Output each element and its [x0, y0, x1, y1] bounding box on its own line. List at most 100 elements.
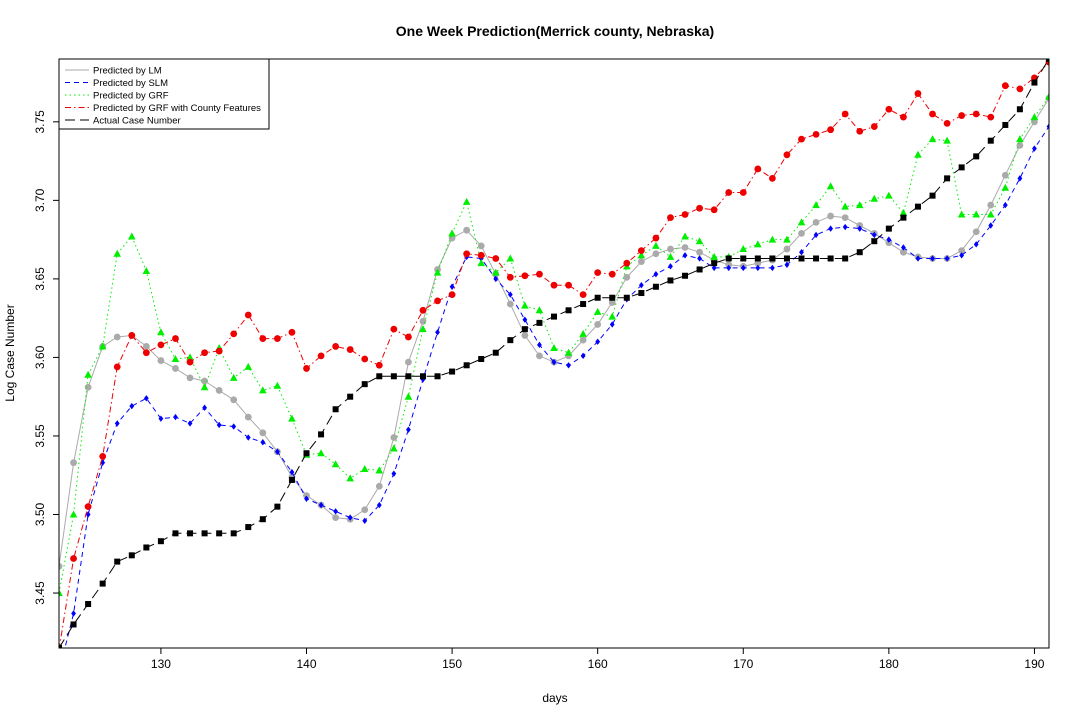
data-point	[1030, 113, 1039, 121]
data-point	[434, 373, 441, 380]
data-point	[652, 250, 660, 258]
x-tick-label: 130	[151, 657, 171, 671]
data-point	[404, 392, 413, 400]
data-point	[419, 325, 427, 333]
data-point	[303, 450, 310, 457]
data-point	[696, 204, 703, 212]
y-tick-label: 3.55	[33, 424, 47, 448]
data-point	[142, 343, 150, 350]
data-point	[493, 275, 499, 283]
data-point	[682, 252, 688, 259]
series-line-0	[59, 98, 1049, 567]
data-point	[958, 164, 965, 171]
data-point	[173, 413, 178, 421]
data-point	[564, 348, 573, 356]
data-point	[536, 352, 543, 360]
data-point	[157, 328, 165, 336]
data-point	[580, 352, 586, 360]
data-point	[986, 210, 995, 218]
data-point	[813, 231, 819, 239]
data-point	[812, 201, 820, 209]
data-point	[59, 645, 62, 648]
data-point	[273, 381, 282, 389]
data-point	[535, 306, 544, 314]
y-axis-label: Log Case Number	[3, 304, 17, 401]
data-point	[768, 174, 776, 182]
data-point	[1016, 106, 1023, 113]
y-axis: 3.45 3.50 3.55 3.60 3.65 3.70 3.75	[33, 110, 59, 605]
data-point	[288, 328, 296, 336]
data-point	[855, 201, 864, 209]
data-point	[768, 235, 777, 243]
data-point	[1001, 171, 1009, 179]
data-point	[317, 352, 325, 360]
y-tick-label: 3.65	[33, 267, 47, 291]
data-point	[477, 251, 485, 259]
data-point	[1031, 79, 1038, 86]
data-point	[826, 182, 835, 190]
data-point	[929, 110, 936, 118]
legend-box	[58, 58, 270, 130]
data-point	[754, 255, 761, 262]
data-point	[59, 562, 63, 570]
data-point	[245, 524, 252, 531]
data-point	[216, 421, 222, 429]
data-point	[84, 383, 92, 391]
data-point	[202, 404, 207, 411]
data-point	[157, 341, 165, 349]
plot-frame	[58, 58, 1050, 649]
data-point	[376, 501, 382, 509]
y-tick-label: 3.75	[33, 110, 47, 134]
data-point	[681, 244, 689, 251]
data-point	[347, 514, 353, 521]
data-point	[200, 383, 209, 391]
data-point	[522, 316, 528, 323]
data-point	[726, 264, 732, 272]
data-point	[696, 248, 703, 256]
data-point	[594, 294, 601, 301]
data-point	[521, 326, 528, 333]
data-point	[595, 338, 601, 345]
data-point	[317, 449, 325, 457]
series-2	[59, 92, 1049, 597]
data-point	[186, 374, 194, 382]
data-point	[550, 344, 558, 352]
data-point	[987, 201, 995, 209]
data-point	[783, 245, 791, 253]
data-point	[914, 150, 922, 158]
data-point	[274, 503, 281, 510]
data-point	[507, 337, 514, 344]
x-tick-label: 190	[1024, 657, 1044, 671]
data-point	[143, 395, 149, 402]
data-point	[886, 236, 892, 243]
data-point	[667, 214, 674, 222]
data-point	[638, 281, 644, 289]
data-point	[114, 420, 120, 427]
data-point	[769, 264, 775, 272]
data-point	[711, 260, 718, 267]
data-point	[478, 355, 485, 362]
data-point	[492, 255, 500, 262]
data-point	[668, 263, 673, 270]
data-point	[142, 267, 151, 275]
data-point	[201, 530, 208, 537]
data-point	[157, 538, 164, 545]
data-point	[288, 414, 296, 422]
data-point	[143, 544, 150, 551]
x-tick-label: 140	[296, 657, 316, 671]
data-point	[608, 299, 616, 306]
data-point	[172, 335, 179, 342]
data-point	[390, 444, 398, 452]
data-point	[551, 313, 557, 320]
series-line-3	[59, 61, 1049, 648]
data-point	[871, 231, 877, 239]
data-point	[799, 248, 804, 256]
data-point	[957, 210, 966, 218]
data-point	[129, 402, 135, 410]
data-point	[565, 307, 572, 314]
data-point	[740, 264, 746, 272]
data-point	[929, 192, 936, 199]
data-point	[608, 312, 617, 320]
data-point	[288, 476, 295, 483]
